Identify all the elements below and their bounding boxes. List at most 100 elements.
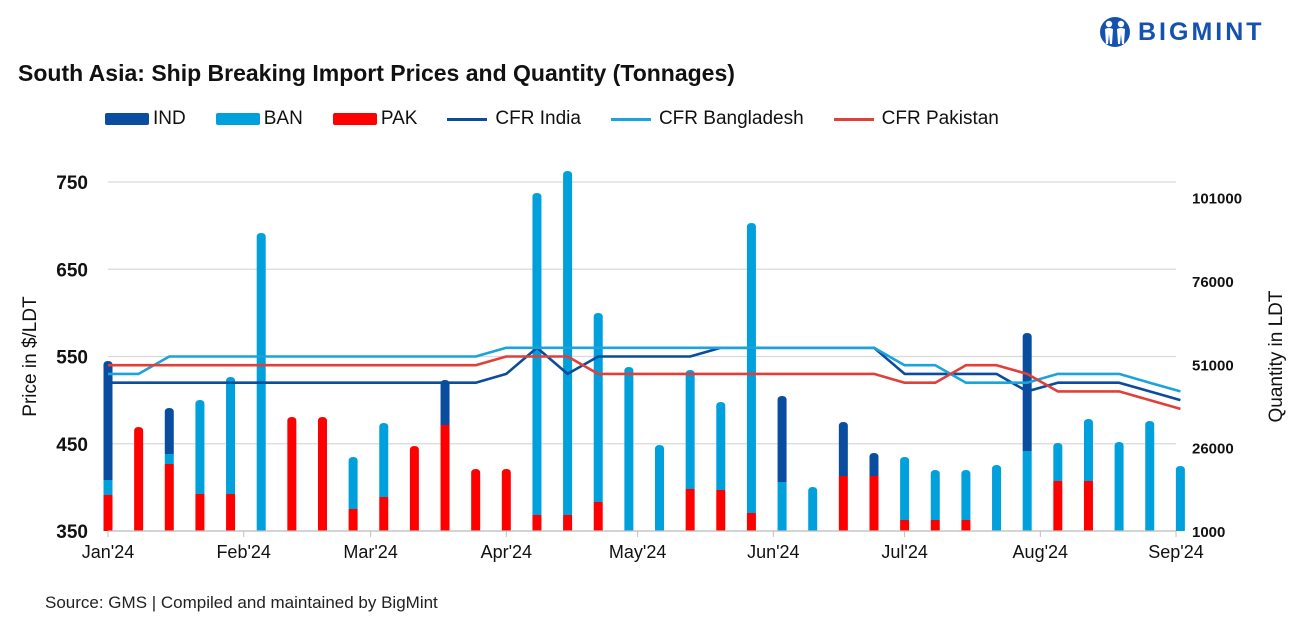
bar-ban	[1022, 451, 1032, 531]
legend-label: CFR Pakistan	[881, 108, 999, 129]
bar-ban	[1083, 419, 1093, 481]
legend-swatch	[215, 113, 260, 125]
bar-ban	[103, 480, 113, 495]
bar-ban	[808, 487, 818, 531]
legend-label: PAK	[380, 108, 418, 129]
legend-item-pak: PAK	[332, 108, 418, 130]
x-tick-label: May'24	[609, 542, 666, 562]
bar-pak	[195, 494, 205, 531]
legend-swatch	[447, 117, 488, 121]
y-right-tick-label: 51000	[1192, 357, 1234, 374]
line-cfr-bangladesh	[108, 346, 1181, 393]
bar-ban	[1145, 421, 1155, 531]
bar-pak	[1083, 481, 1093, 531]
bar-ban	[593, 313, 603, 502]
bar-pak	[103, 495, 113, 531]
legend-swatch	[105, 113, 149, 125]
bar-ind	[103, 361, 113, 480]
bar-ban	[685, 370, 695, 489]
line-cfr-india	[108, 346, 1181, 402]
y-right-axis-label: Quantity in LDT	[1266, 290, 1287, 422]
y-right-tick-label: 26000	[1192, 441, 1234, 458]
y-right-tick-label: 101000	[1192, 191, 1242, 208]
bar-pak	[593, 502, 603, 531]
y-left-tick-label: 350	[56, 522, 88, 543]
legend-item-cfr-bangladesh: CFR Bangladesh	[610, 108, 804, 130]
bar-ban	[746, 223, 756, 513]
bar-pak	[900, 520, 910, 531]
bar-pak	[746, 513, 756, 531]
bar-ban	[900, 457, 910, 520]
bar-ban	[961, 470, 971, 520]
bar-ban	[226, 377, 236, 494]
bar-pak	[317, 417, 327, 531]
x-tick-label: Mar'24	[343, 542, 397, 562]
bar-ban	[624, 367, 634, 531]
bar-ban	[1114, 442, 1124, 531]
legend: IND BAN PAK CFR India CFR Bangladesh CFR Paki…	[105, 108, 1029, 130]
x-tick-label: Jul'24	[881, 542, 927, 562]
bar-ban	[348, 457, 358, 509]
chart-title: South Asia: Ship Breaking Import Prices …	[18, 60, 735, 86]
bar-pak	[287, 417, 297, 531]
x-tick-label: Apr'24	[481, 542, 532, 562]
line-cfr-pakistan	[108, 355, 1181, 411]
bar-ban	[379, 423, 389, 497]
bar-pak	[348, 509, 358, 531]
x-tick-label: Feb'24	[216, 542, 270, 562]
y-left-tick-label: 650	[56, 260, 88, 281]
legend-item-ban: BAN	[215, 108, 303, 130]
legend-label: BAN	[263, 108, 303, 129]
y-left-tick-label: 750	[56, 173, 88, 194]
bar-ban	[777, 482, 787, 531]
x-tick-label: Sep'24	[1148, 542, 1204, 562]
legend-item-cfr-pakistan: CFR Pakistan	[833, 108, 999, 130]
bar-ban	[1053, 443, 1063, 481]
bar-ban	[256, 233, 266, 531]
bar-ind	[1022, 333, 1032, 451]
bar-pak	[685, 489, 695, 531]
bar-pak	[961, 520, 971, 531]
y-left-tick-label: 450	[56, 435, 88, 456]
bar-ind	[869, 453, 879, 476]
bar-pak	[869, 476, 879, 531]
bar-pak	[532, 515, 542, 531]
bar-pak	[838, 476, 848, 531]
y-right-tick-label: 1000	[1192, 524, 1225, 541]
x-tick-label: Jun'24	[747, 542, 799, 562]
legend-swatch	[833, 117, 874, 121]
bar-pak	[379, 497, 389, 531]
bigmint-people-icon	[1100, 17, 1130, 47]
bar-ind	[164, 408, 174, 454]
bar-pak	[226, 494, 236, 531]
bar-ind	[440, 380, 450, 425]
bigmint-logo: BIGMINT	[1100, 16, 1265, 48]
bar-ban	[716, 402, 726, 490]
legend-item-cfr-india: CFR India	[447, 108, 581, 130]
bar-ban	[655, 445, 665, 531]
bar-ban	[563, 171, 573, 515]
logo-text: BIGMINT	[1138, 17, 1265, 46]
bar-pak	[134, 427, 144, 531]
bar-ban	[992, 465, 1002, 531]
bar-pak	[501, 469, 511, 531]
legend-label: CFR India	[495, 108, 581, 129]
bar-pak	[716, 490, 726, 531]
legend-item-ind: IND	[105, 108, 186, 130]
bar-pak	[930, 520, 940, 531]
legend-label: IND	[153, 108, 186, 129]
bar-ban	[164, 454, 174, 464]
x-tick-label: Jan'24	[82, 542, 134, 562]
bar-ban	[532, 193, 542, 515]
bar-pak	[471, 469, 481, 531]
bar-pak	[164, 464, 174, 531]
y-right-tick-label: 76000	[1192, 274, 1234, 291]
source-note: Source: GMS | Compiled and maintained by…	[45, 593, 438, 612]
legend-swatch	[332, 113, 377, 125]
legend-swatch	[610, 117, 651, 121]
bar-pak	[440, 425, 450, 531]
bar-pak	[1053, 481, 1063, 531]
bar-ban	[930, 470, 940, 520]
bar-pak	[409, 446, 419, 531]
legend-label: CFR Bangladesh	[658, 108, 804, 129]
